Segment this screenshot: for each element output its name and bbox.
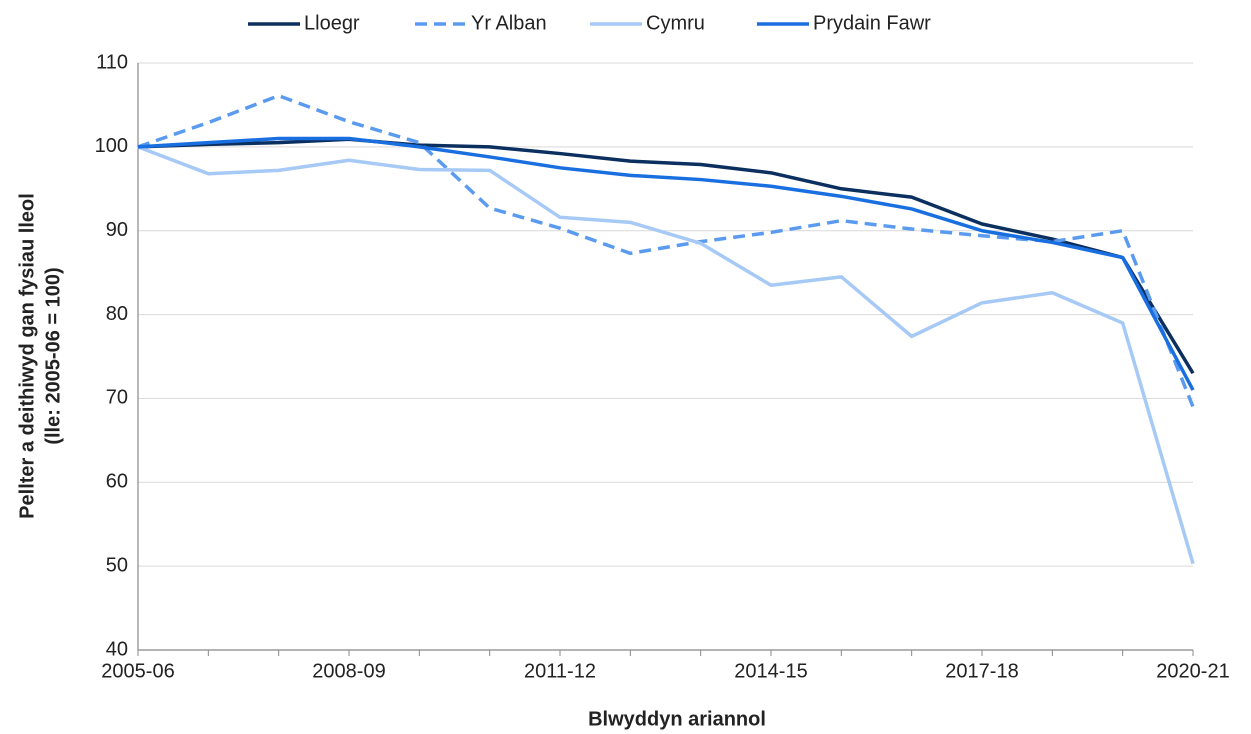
- series-line: [137, 137, 1195, 375]
- y-tick-label: 80: [106, 303, 128, 325]
- y-tick-label: 50: [106, 554, 128, 576]
- y-axis-label-line: Pellter a deithiwyd gan fysiau lleol: [16, 193, 38, 519]
- y-tick-label: 100: [95, 135, 128, 157]
- y-axis-label-line: (lle: 2005-06 = 100): [42, 267, 64, 444]
- series-line: [137, 145, 1195, 565]
- x-tick-label: 2008-09: [312, 660, 385, 682]
- legend-label: Yr Alban: [471, 12, 547, 34]
- legend-label: Lloegr: [304, 12, 360, 34]
- x-axis-label: Blwyddyn ariannol: [588, 708, 766, 730]
- y-tick-label: 60: [106, 471, 128, 493]
- x-tick-label: 2014-15: [734, 660, 807, 682]
- y-tick-label: 90: [106, 219, 128, 241]
- x-tick-label: 2017-18: [945, 660, 1018, 682]
- series-line: [137, 136, 1195, 391]
- series-line: [137, 93, 1195, 408]
- y-tick-label: 40: [106, 638, 128, 660]
- legend-label: Prydain Fawr: [813, 12, 931, 34]
- x-tick-label: 2005-06: [101, 660, 174, 682]
- y-tick-label: 70: [106, 387, 128, 409]
- y-axis-label: Pellter a deithiwyd gan fysiau lleol (ll…: [16, 193, 64, 519]
- x-tick-label: 2011-12: [524, 660, 596, 682]
- x-tick-label: 2020-21: [1156, 660, 1229, 682]
- y-tick-label: 110: [96, 51, 128, 73]
- legend-label: Cymru: [646, 12, 705, 34]
